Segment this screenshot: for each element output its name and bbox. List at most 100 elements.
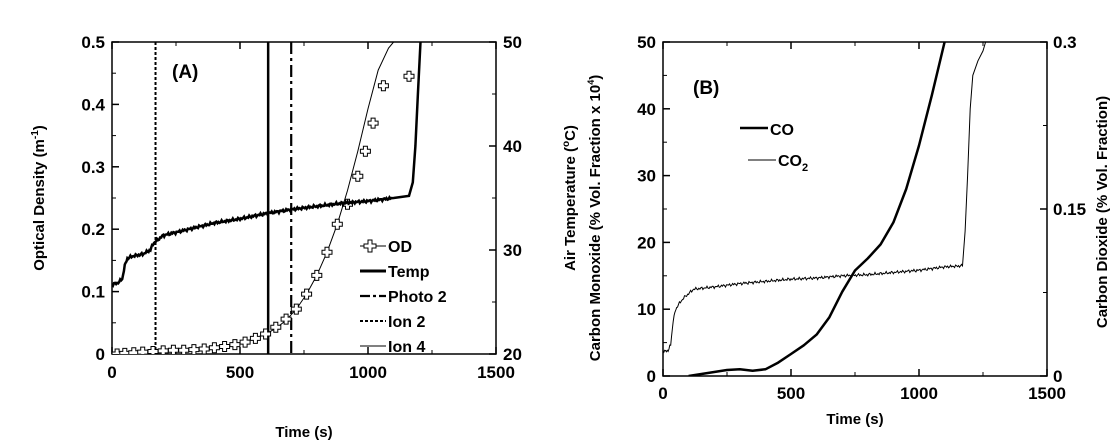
od-marker-cross — [188, 344, 200, 354]
y-tick-label-left-a: 0.1 — [81, 283, 105, 302]
od-marker — [119, 347, 131, 354]
y-tick-label-left-b: 40 — [637, 100, 656, 119]
od-marker-cross — [270, 321, 282, 333]
y-tick-label-left-b: 50 — [637, 33, 656, 52]
od-marker-cross — [377, 80, 389, 92]
od-marker — [147, 346, 159, 354]
legend-label-co: CO — [770, 122, 794, 139]
axis-ticks-a: 0 500 1000 1500 0 0.1 0.2 0.3 0.4 0.5 20 30 40 50 — [81, 33, 522, 382]
legend-label-od: OD — [388, 239, 412, 256]
od-marker — [157, 345, 169, 354]
od-marker-cross — [198, 343, 210, 354]
chart-panel-a: 0 500 1000 1500 0 0.1 0.2 0.3 0.4 0.5 20 30 40 50 (A)… — [30, 33, 579, 441]
od-marker — [270, 321, 282, 333]
od-marker — [198, 343, 210, 354]
legend-entry-ion2: Ion 2 — [360, 314, 425, 331]
x-tick-label-b: 1500 — [1028, 384, 1066, 403]
y-tick-label-right-b: 0.3 — [1053, 33, 1077, 52]
od-marker — [178, 344, 190, 354]
series-line-co — [688, 42, 946, 376]
x-tick-label-b: 0 — [658, 384, 667, 403]
legend-label-temp: Temp — [388, 264, 430, 281]
legend-label-photo2: Photo 2 — [388, 289, 447, 306]
legend-entry-od: OD — [360, 239, 412, 256]
od-marker — [260, 328, 272, 340]
plot-frame-b — [662, 41, 1048, 377]
y-label-left-b-sup: 4 — [586, 80, 596, 85]
series-line-temp — [112, 42, 422, 288]
od-marker — [128, 347, 140, 354]
y-axis-label-right-b: Carbon Dioxide (% Vol. Fraction) — [1094, 96, 1111, 328]
od-marker-cross — [260, 328, 272, 340]
od-marker-cross — [280, 313, 292, 325]
panel-label-a: (A) — [172, 62, 198, 83]
od-marker — [280, 313, 292, 325]
y-tick-label-left-b: 30 — [637, 167, 656, 186]
y-label-left-a-sup: -1 — [30, 130, 41, 139]
od-marker — [377, 80, 389, 92]
od-marker-cross — [178, 344, 190, 354]
y-tick-label-left-b: 20 — [637, 233, 656, 252]
od-marker — [403, 70, 415, 82]
y-axis-label-right-a: Air Temperature (oC) — [561, 125, 579, 271]
od-marker — [321, 246, 333, 258]
legend-label-ion2: Ion 2 — [388, 314, 425, 331]
od-marker — [359, 145, 371, 157]
x-tick-label-a: 500 — [226, 363, 254, 382]
x-tick-label-a: 1000 — [349, 363, 387, 382]
y-tick-label-right-a: 30 — [503, 241, 522, 260]
od-marker-cross — [321, 246, 333, 258]
od-marker — [367, 117, 379, 129]
legend-entry-co2: CO2 — [748, 153, 808, 174]
od-marker — [229, 339, 241, 351]
y-label-right-a-main: Air Temperature ( — [562, 147, 579, 271]
x-tick-label-a: 0 — [107, 363, 116, 382]
y-label-left-b-main: Carbon Monoxide (% Vol. Fraction x 10 — [587, 85, 604, 361]
y-tick-label-right-b: 0.15 — [1053, 200, 1086, 219]
legend-label-co2: CO2 — [778, 153, 808, 174]
od-marker — [249, 332, 261, 344]
y-tick-label-right-a: 50 — [503, 33, 522, 52]
legend-label-co2-sub: 2 — [802, 162, 808, 174]
od-marker — [239, 336, 251, 348]
series-group-b — [663, 42, 987, 376]
od-marker — [208, 342, 220, 354]
y-tick-label-left-a: 0 — [96, 345, 105, 364]
legend-label-ion4: Ion 4 — [388, 339, 425, 356]
od-marker-cross — [219, 341, 231, 352]
x-tick-label-b: 500 — [777, 384, 805, 403]
y-tick-label-left-b: 10 — [637, 300, 656, 319]
legend-entry-co: CO — [740, 122, 794, 139]
od-marker-cross — [359, 145, 371, 157]
od-marker-cross — [249, 332, 261, 344]
y-tick-label-right-a: 40 — [503, 137, 522, 156]
od-marker-cross — [290, 303, 302, 315]
y-label-right-a-end: C) — [562, 125, 579, 141]
x-tick-label-b: 1000 — [900, 384, 938, 403]
od-marker-cross — [208, 342, 220, 354]
od-marker-cross — [147, 346, 159, 354]
series-line-od — [112, 42, 394, 354]
od-marker-cross — [119, 347, 131, 354]
legend-label-co2-main: CO — [778, 153, 802, 170]
legend-a: OD Temp Photo 2 Ion 2 Ion 4 — [360, 239, 447, 356]
y-tick-label-left-a: 0.3 — [81, 158, 105, 177]
y-tick-label-right-a: 20 — [503, 345, 522, 364]
y-tick-label-left-b: 0 — [647, 367, 656, 386]
od-marker-cross — [403, 70, 415, 82]
od-marker-cross — [239, 336, 251, 348]
y-axis-label-left-a: Optical Density (m-1) — [30, 125, 48, 271]
panel-label-b: (B) — [693, 78, 719, 99]
od-marker-cross — [311, 269, 323, 281]
y-tick-label-left-a: 0.5 — [81, 33, 105, 52]
od-marker — [137, 346, 149, 354]
od-marker-cross — [331, 218, 343, 230]
od-marker — [219, 341, 231, 352]
x-axis-label-b: Time (s) — [826, 411, 883, 428]
x-axis-label-a: Time (s) — [275, 424, 332, 441]
od-marker-cross — [229, 339, 241, 351]
od-marker-cross — [352, 170, 364, 182]
legend-b: CO CO2 — [740, 122, 808, 174]
